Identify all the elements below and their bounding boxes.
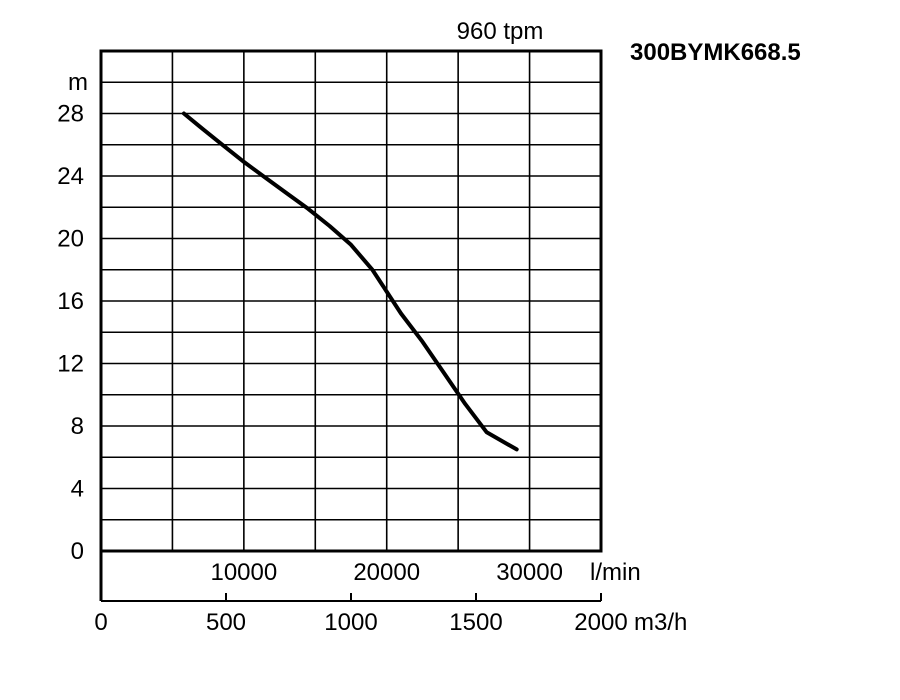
plot-border <box>99 49 603 553</box>
x-tick-label-m3h: 1000 <box>324 609 377 636</box>
y-tick-label: 28 <box>57 101 84 128</box>
grid <box>101 51 601 551</box>
series-layer <box>181 111 519 452</box>
y-tick-label: 20 <box>57 226 84 253</box>
x-axis-unit-m3h: m3/h <box>634 609 687 636</box>
x-tick-label-lpm: 10000 <box>210 559 277 586</box>
x-tick-label-m3h: 0 <box>94 609 107 636</box>
model-title: 300BYMK668.5 <box>630 39 801 66</box>
x-tick-label-m3h: 2000 <box>574 609 627 636</box>
plot-frame <box>99 49 603 602</box>
x-tick-label-lpm: 20000 <box>353 559 420 586</box>
y-tick-label: 0 <box>71 538 84 565</box>
y-tick-label: 4 <box>71 476 84 503</box>
x-tick-label-m3h: 500 <box>206 609 246 636</box>
head-flow-curve <box>181 111 519 452</box>
speed-label: 960 tpm <box>457 18 544 45</box>
y-axis-unit-label: m <box>68 69 88 96</box>
y-tick-label: 12 <box>57 351 84 378</box>
x-tick-label-lpm: 30000 <box>496 559 563 586</box>
x-tick-label-m3h: 1500 <box>449 609 502 636</box>
x-axis-unit-lpm: l/min <box>590 559 641 586</box>
y-tick-label: 16 <box>57 288 84 315</box>
axis-layer: 0 500 1000 1500 2000 10000 20000 30000 0 4 8 12 16 20… <box>57 101 627 637</box>
y-tick-label: 8 <box>71 413 84 440</box>
y-tick-label: 24 <box>57 163 84 190</box>
